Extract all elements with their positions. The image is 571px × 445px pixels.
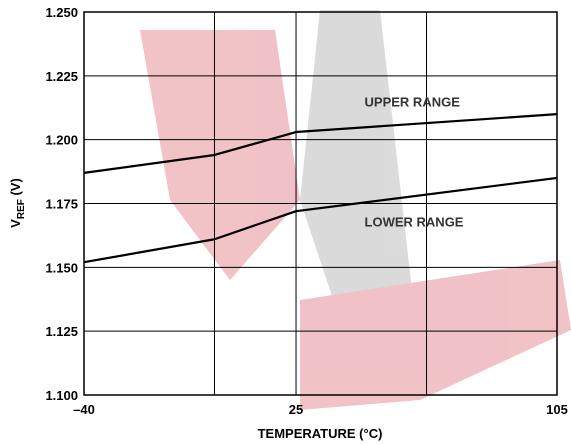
watermark-red-shape bbox=[140, 30, 300, 280]
y-tick-label: 1.100 bbox=[45, 388, 78, 403]
grid bbox=[83, 11, 558, 396]
series-layer bbox=[83, 113, 558, 264]
y-axis-title-unit: (V) bbox=[8, 178, 23, 199]
y-tick-label: 1.225 bbox=[45, 69, 78, 84]
series-line-lower-range bbox=[83, 176, 558, 264]
series-annotation: LOWER RANGE bbox=[365, 214, 464, 229]
y-axis-title-subscript: REF bbox=[16, 199, 27, 219]
y-tick-label: 1.125 bbox=[45, 324, 78, 339]
series-annotation: UPPER RANGE bbox=[365, 94, 461, 109]
x-tick-label: 105 bbox=[546, 402, 568, 417]
y-axis-title: VREF (V) bbox=[8, 178, 27, 228]
x-tick-labels: –40 25 105 bbox=[73, 402, 568, 417]
x-tick-label: 25 bbox=[289, 402, 303, 417]
y-axis-title-main: V bbox=[8, 219, 23, 228]
series-line-upper-range bbox=[83, 113, 558, 174]
watermark-red-shape-2 bbox=[300, 260, 571, 410]
y-tick-label: 1.150 bbox=[45, 260, 78, 275]
x-axis-title: TEMPERATURE (°C) bbox=[258, 426, 383, 441]
y-tick-labels: 1.100 1.125 1.150 1.175 1.200 1.225 1.250 bbox=[45, 5, 78, 403]
y-tick-label: 1.200 bbox=[45, 133, 78, 148]
x-tick-label: –40 bbox=[73, 402, 95, 417]
watermark bbox=[140, 10, 571, 410]
y-tick-label: 1.175 bbox=[45, 197, 78, 212]
y-tick-label: 1.250 bbox=[45, 5, 78, 20]
plot-frame bbox=[83, 11, 558, 396]
annotations: UPPER RANGE LOWER RANGE bbox=[365, 94, 464, 229]
